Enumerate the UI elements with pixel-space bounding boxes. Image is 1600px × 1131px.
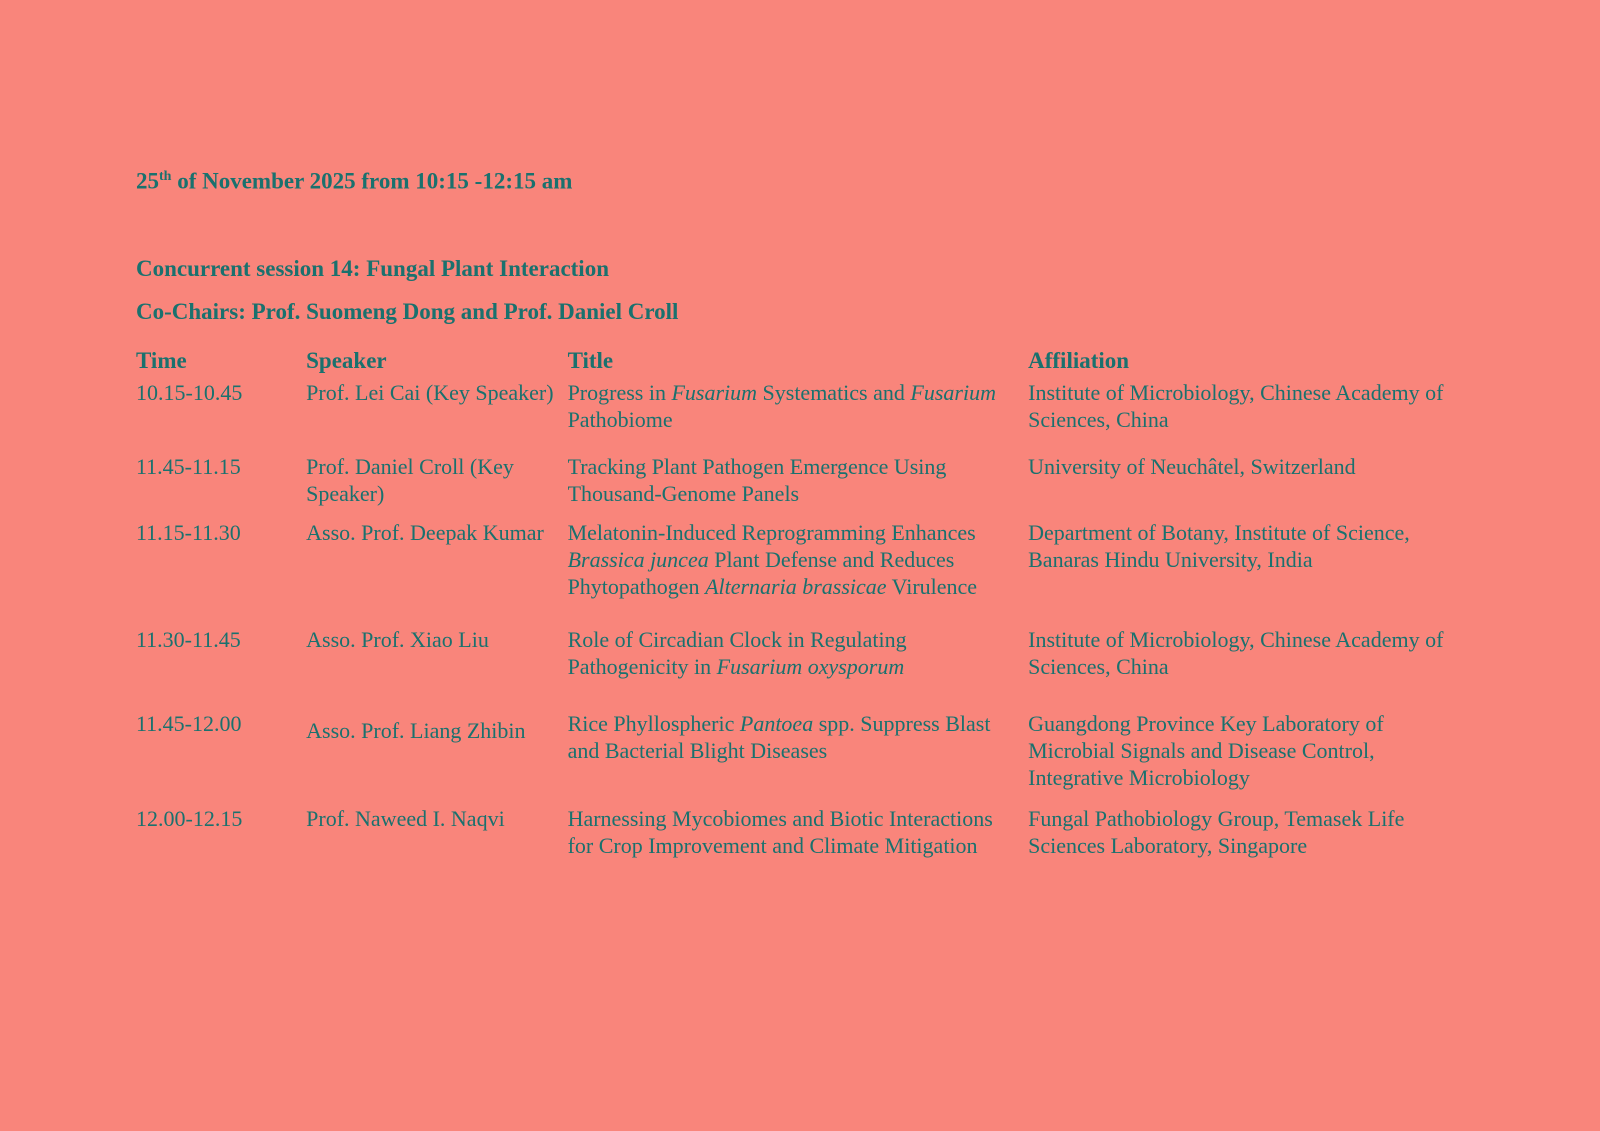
title-italic-segment: Fusarium	[910, 379, 996, 405]
time-cell: 12.00-12.15	[136, 805, 243, 831]
session-title: Concurrent session 14: Fungal Plant Inte…	[136, 255, 609, 281]
title-segment: Rice Phyllospheric	[567, 710, 740, 736]
affiliation-cell: Institute of Microbiology, Chinese Acade…	[1028, 379, 1444, 432]
speaker-cell: Asso. Prof. Deepak Kumar	[306, 519, 544, 545]
affiliation-cell: Fungal Pathobiology Group, Temasek Life …	[1028, 805, 1405, 858]
speaker-cell: Asso. Prof. Liang Zhibin	[306, 717, 526, 743]
time-cell: 11.45-12.00	[136, 710, 242, 736]
title-cell: Tracking Plant Pathogen Emergence Using …	[568, 453, 1029, 519]
column-header-speaker: Speaker	[306, 347, 387, 373]
session-table-header: Time Speaker Title Affiliation	[136, 347, 1480, 379]
title-cell: Melatonin-Induced Reprogramming Enhances…	[568, 519, 1029, 626]
title-segment: Systematics and	[757, 379, 911, 405]
time-cell: 11.15-11.30	[136, 519, 241, 545]
speaker-cell: Asso. Prof. Xiao Liu	[306, 626, 489, 652]
title-segment: Pathobiome	[567, 406, 673, 432]
table-row: 11.30-11.45 Asso. Prof. Xiao Liu Role of C…	[136, 626, 1480, 710]
table-row: 11.45-12.00 Asso. Prof. Liang Zhibin Rice …	[136, 710, 1480, 805]
table-row: 11.45-11.15 Prof. Daniel Croll (Key Speak…	[136, 453, 1480, 519]
speaker-cell: Prof. Lei Cai (Key Speaker)	[306, 379, 554, 405]
title-segment: Progress in	[567, 379, 672, 405]
session-table-body: 10.15-10.45 Prof. Lei Cai (Key Speaker) Pr…	[136, 379, 1480, 859]
table-row: 10.15-10.45 Prof. Lei Cai (Key Speaker) Pr…	[136, 379, 1480, 453]
affiliation-cell: University of Neuchâtel, Switzerland	[1028, 453, 1356, 479]
time-cell: 11.45-11.15	[136, 453, 241, 479]
column-header-affiliation: Affiliation	[1028, 347, 1130, 373]
title-segment: Plant Defense and Reduces Phytopathogen	[567, 546, 955, 599]
title-italic-segment: Brassica juncea	[567, 546, 709, 572]
affiliation-cell: Guangdong Province Key Laboratory of Mic…	[1028, 710, 1384, 790]
affiliation-cell: Department of Botany, Institute of Scien…	[1028, 519, 1410, 572]
title-cell: Role of Circadian Clock in Regulating Pa…	[568, 626, 1029, 710]
title-segment: Virulence	[886, 573, 978, 599]
date-line: 25th of November 2025 from 10:15 -12:15 …	[136, 163, 1480, 195]
title-segment: Tracking Plant Pathogen Emergence Using …	[567, 453, 947, 506]
title-italic-segment: Fusarium	[671, 379, 758, 405]
title-italic-segment: Alternaria brassicae	[705, 573, 887, 599]
document-page: 25th of November 2025 from 10:15 -12:15 …	[136, 163, 1480, 859]
title-italic-segment: Pantoea	[739, 710, 814, 736]
affiliation-cell: Institute of Microbiology, Chinese Acade…	[1028, 626, 1444, 679]
title-segment: spp. Suppress Blast and Bacterial Blight…	[567, 710, 991, 763]
table-row: 11.15-11.30 Asso. Prof. Deepak Kumar Melat…	[136, 519, 1480, 626]
title-segment: Melatonin-Induced Reprogramming Enhances	[567, 519, 976, 545]
time-cell: 11.30-11.45	[136, 626, 241, 652]
title-segment: Role of Circadian Clock in Regulating Pa…	[567, 626, 907, 679]
speaker-cell: Prof. Naweed I. Naqvi	[306, 805, 505, 831]
title-cell: Progress in Fusarium Systematics and Fus…	[568, 379, 1029, 453]
date-rest: of November 2025 from 10:15 -12:15 am	[171, 168, 573, 194]
date-ordinal-suffix: th	[159, 169, 172, 184]
co-chairs-line: Co-Chairs: Prof. Suomeng Dong and Prof. …	[136, 298, 679, 324]
speaker-cell: Prof. Daniel Croll (Key Speaker)	[306, 453, 514, 506]
title-italic-segment: Fusarium oxysporum	[716, 653, 905, 679]
title-cell: Harnessing Mycobiomes and Biotic Interac…	[568, 805, 1029, 859]
column-header-time: Time	[136, 347, 187, 373]
column-header-title: Title	[567, 347, 614, 373]
title-cell: Rice Phyllospheric Pantoea spp. Suppress…	[568, 710, 1029, 805]
session-table: Time Speaker Title Affiliation 10.15-10.…	[136, 347, 1480, 859]
date-number: 25	[136, 168, 159, 194]
header-row: Time Speaker Title Affiliation	[136, 347, 1480, 379]
time-cell: 10.15-10.45	[136, 379, 243, 405]
title-segment: Harnessing Mycobiomes and Biotic Interac…	[567, 805, 993, 858]
table-row: 12.00-12.15 Prof. Naweed I. Naqvi Harnessi…	[136, 805, 1480, 859]
